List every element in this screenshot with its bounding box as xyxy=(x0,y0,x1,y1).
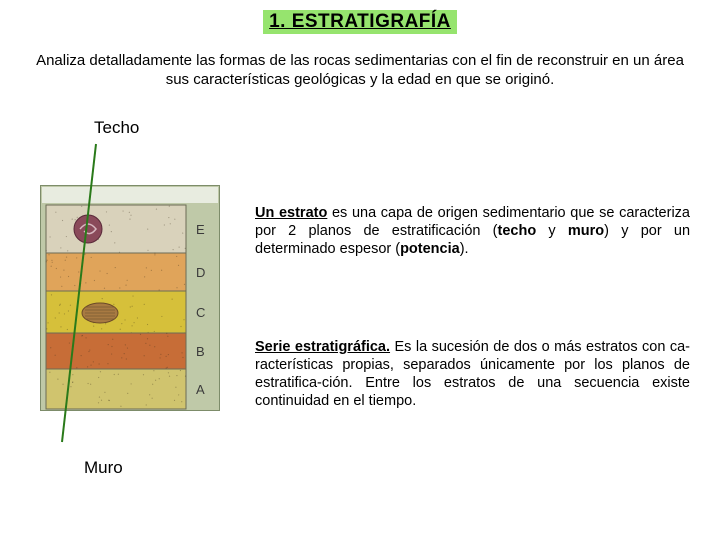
svg-text:D: D xyxy=(196,265,205,280)
label-techo: Techo xyxy=(94,118,139,138)
definition-serie: Serie estratigráfica. Es la sucesión de … xyxy=(255,338,690,411)
svg-text:B: B xyxy=(196,344,205,359)
definition-estrato: Un estrato es una capa de origen sedimen… xyxy=(255,204,690,258)
strata-diagram: E D C B A xyxy=(40,185,220,411)
svg-text:A: A xyxy=(196,382,205,397)
label-muro: Muro xyxy=(84,458,123,478)
svg-text:E: E xyxy=(196,222,205,237)
page-title: 1. ESTRATIGRAFÍA xyxy=(263,10,457,34)
svg-text:C: C xyxy=(196,305,205,320)
intro-text: Analiza detalladamente las formas de las… xyxy=(0,34,720,90)
